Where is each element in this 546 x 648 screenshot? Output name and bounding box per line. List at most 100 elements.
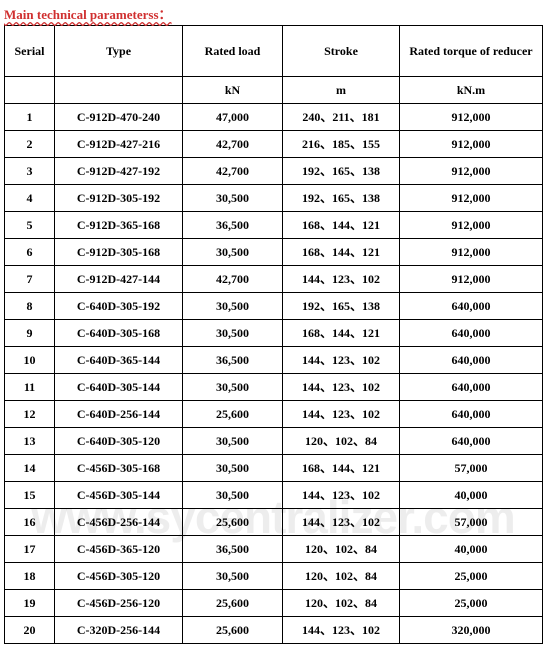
cell-type: C-912D-305-192 bbox=[55, 185, 183, 212]
cell-serial: 1 bbox=[5, 104, 55, 131]
cell-torque: 25,000 bbox=[400, 590, 543, 617]
cell-stroke: 144、123、102 bbox=[283, 617, 400, 644]
cell-serial: 2 bbox=[5, 131, 55, 158]
table-row: 2C-912D-427-21642,700216、185、155912,000 bbox=[5, 131, 543, 158]
table-row: 6C-912D-305-16830,500168、144、121912,000 bbox=[5, 239, 543, 266]
cell-torque: 640,000 bbox=[400, 347, 543, 374]
cell-stroke: 120、102、84 bbox=[283, 563, 400, 590]
cell-torque: 320,000 bbox=[400, 617, 543, 644]
table-row: 17C-456D-365-12036,500120、102、8440,000 bbox=[5, 536, 543, 563]
cell-type: C-456D-256-144 bbox=[55, 509, 183, 536]
cell-load: 42,700 bbox=[183, 131, 283, 158]
cell-stroke: 120、102、84 bbox=[283, 428, 400, 455]
cell-stroke: 168、144、121 bbox=[283, 455, 400, 482]
cell-stroke: 192、165、138 bbox=[283, 185, 400, 212]
cell-torque: 912,000 bbox=[400, 131, 543, 158]
cell-load: 25,600 bbox=[183, 617, 283, 644]
table-row: 10C-640D-365-14436,500144、123、102640,000 bbox=[5, 347, 543, 374]
cell-stroke: 144、123、102 bbox=[283, 347, 400, 374]
cell-load: 30,500 bbox=[183, 185, 283, 212]
cell-serial: 9 bbox=[5, 320, 55, 347]
parameters-table: Serial Type Rated load Stroke Rated torq… bbox=[4, 25, 543, 644]
cell-torque: 57,000 bbox=[400, 509, 543, 536]
cell-serial: 7 bbox=[5, 266, 55, 293]
cell-type: C-912D-470-240 bbox=[55, 104, 183, 131]
cell-type: C-912D-365-168 bbox=[55, 212, 183, 239]
table-row: 11C-640D-305-14430,500144、123、102640,000 bbox=[5, 374, 543, 401]
cell-stroke: 144、123、102 bbox=[283, 509, 400, 536]
cell-serial: 15 bbox=[5, 482, 55, 509]
table-row: 18C-456D-305-12030,500120、102、8425,000 bbox=[5, 563, 543, 590]
unit-stroke: m bbox=[283, 77, 400, 104]
table-row: 7C-912D-427-14442,700144、123、102912,000 bbox=[5, 266, 543, 293]
cell-type: C-640D-305-168 bbox=[55, 320, 183, 347]
cell-serial: 12 bbox=[5, 401, 55, 428]
cell-serial: 8 bbox=[5, 293, 55, 320]
table-body: 1C-912D-470-24047,000240、211、181912,0002… bbox=[5, 104, 543, 644]
cell-torque: 640,000 bbox=[400, 320, 543, 347]
cell-torque: 40,000 bbox=[400, 536, 543, 563]
cell-load: 30,500 bbox=[183, 482, 283, 509]
cell-load: 30,500 bbox=[183, 374, 283, 401]
cell-torque: 912,000 bbox=[400, 104, 543, 131]
cell-type: C-640D-365-144 bbox=[55, 347, 183, 374]
cell-type: C-912D-427-216 bbox=[55, 131, 183, 158]
cell-type: C-912D-305-168 bbox=[55, 239, 183, 266]
cell-type: C-912D-427-192 bbox=[55, 158, 183, 185]
page-title: Main technical parameterss： bbox=[4, 4, 542, 23]
cell-type: C-912D-427-144 bbox=[55, 266, 183, 293]
cell-torque: 912,000 bbox=[400, 212, 543, 239]
table-row: 13C-640D-305-12030,500120、102、84640,000 bbox=[5, 428, 543, 455]
cell-serial: 19 bbox=[5, 590, 55, 617]
cell-torque: 912,000 bbox=[400, 266, 543, 293]
cell-load: 30,500 bbox=[183, 428, 283, 455]
cell-type: C-640D-305-120 bbox=[55, 428, 183, 455]
cell-torque: 640,000 bbox=[400, 428, 543, 455]
cell-load: 36,500 bbox=[183, 347, 283, 374]
table-row: 3C-912D-427-19242,700192、165、138912,000 bbox=[5, 158, 543, 185]
cell-stroke: 144、123、102 bbox=[283, 482, 400, 509]
cell-load: 30,500 bbox=[183, 239, 283, 266]
cell-serial: 5 bbox=[5, 212, 55, 239]
cell-torque: 640,000 bbox=[400, 401, 543, 428]
cell-load: 42,700 bbox=[183, 266, 283, 293]
unit-torque: kN.m bbox=[400, 77, 543, 104]
col-serial: Serial bbox=[5, 26, 55, 77]
cell-type: C-456D-305-144 bbox=[55, 482, 183, 509]
col-rated-torque: Rated torque of reducer bbox=[400, 26, 543, 77]
cell-serial: 16 bbox=[5, 509, 55, 536]
unit-serial bbox=[5, 77, 55, 104]
cell-stroke: 216、185、155 bbox=[283, 131, 400, 158]
cell-load: 25,600 bbox=[183, 590, 283, 617]
cell-load: 25,600 bbox=[183, 509, 283, 536]
cell-stroke: 144、123、102 bbox=[283, 374, 400, 401]
cell-load: 30,500 bbox=[183, 455, 283, 482]
cell-serial: 17 bbox=[5, 536, 55, 563]
table-row: 9C-640D-305-16830,500168、144、121640,000 bbox=[5, 320, 543, 347]
cell-type: C-456D-365-120 bbox=[55, 536, 183, 563]
table-row: 16C-456D-256-14425,600144、123、10257,000 bbox=[5, 509, 543, 536]
cell-load: 36,500 bbox=[183, 212, 283, 239]
cell-torque: 40,000 bbox=[400, 482, 543, 509]
table-row: 14C-456D-305-16830,500168、144、12157,000 bbox=[5, 455, 543, 482]
cell-type: C-456D-256-120 bbox=[55, 590, 183, 617]
cell-stroke: 240、211、181 bbox=[283, 104, 400, 131]
cell-type: C-456D-305-168 bbox=[55, 455, 183, 482]
cell-torque: 912,000 bbox=[400, 185, 543, 212]
cell-load: 25,600 bbox=[183, 401, 283, 428]
cell-stroke: 168、144、121 bbox=[283, 239, 400, 266]
cell-load: 30,500 bbox=[183, 563, 283, 590]
cell-load: 30,500 bbox=[183, 320, 283, 347]
cell-type: C-640D-256-144 bbox=[55, 401, 183, 428]
cell-serial: 13 bbox=[5, 428, 55, 455]
cell-stroke: 144、123、102 bbox=[283, 401, 400, 428]
cell-serial: 18 bbox=[5, 563, 55, 590]
cell-type: C-640D-305-192 bbox=[55, 293, 183, 320]
cell-stroke: 120、102、84 bbox=[283, 536, 400, 563]
table-row: 20C-320D-256-14425,600144、123、102320,000 bbox=[5, 617, 543, 644]
table-row: 19C-456D-256-12025,600120、102、8425,000 bbox=[5, 590, 543, 617]
table-row: 1C-912D-470-24047,000240、211、181912,000 bbox=[5, 104, 543, 131]
cell-type: C-320D-256-144 bbox=[55, 617, 183, 644]
unit-row: kN m kN.m bbox=[5, 77, 543, 104]
table-row: 5C-912D-365-16836,500168、144、121912,000 bbox=[5, 212, 543, 239]
